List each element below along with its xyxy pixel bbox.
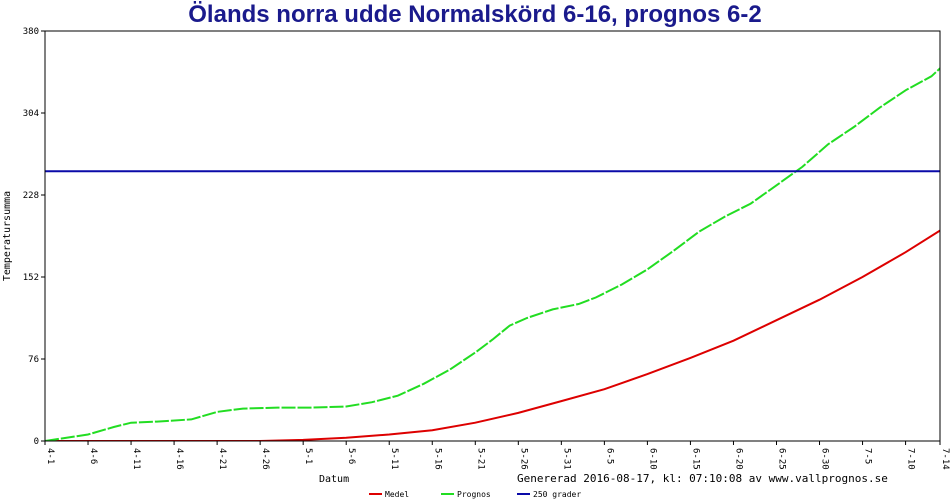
x-tick-label: 4-11: [131, 448, 141, 470]
x-tick-label: 5-16: [432, 448, 442, 470]
chart-title: Ölands norra udde Normalskörd 6-16, prog…: [188, 1, 762, 28]
x-tick-label: 4-1: [45, 448, 55, 464]
x-tick-label: 4-6: [88, 448, 98, 464]
plot-frame: [44, 30, 941, 442]
x-tick-label: 7-14: [940, 448, 950, 470]
x-tick-label: 7-10: [906, 448, 916, 470]
y-tick-label: 0: [34, 437, 39, 447]
ticks-layer: 0 76 152 228 304 380 4-1 4-6 4-11 4-16 4-21 4-26 5-1…: [23, 27, 950, 470]
x-tick-label: 5-31: [561, 448, 571, 470]
y-tick-label: 304: [23, 109, 39, 119]
x-tick-label: 5-26: [518, 448, 528, 470]
footer-text: Genererad 2016-08-17, kl: 07:10:08 av ww…: [517, 472, 888, 485]
y-axis-title: Temperatursumma: [2, 191, 13, 281]
series-line-medel: [45, 229, 940, 441]
legend-label: Prognos: [457, 490, 491, 499]
y-tick-label: 228: [23, 191, 39, 201]
legend-label: 250 grader: [533, 490, 581, 499]
legend: Medel Prognos 250 grader: [369, 490, 581, 499]
x-axis-title: Datum: [319, 474, 349, 485]
y-tick-label: 380: [23, 27, 39, 37]
y-tick-label: 76: [28, 355, 39, 365]
x-tick-label: 7-5: [863, 448, 873, 464]
series-layer: [45, 67, 940, 441]
x-tick-label: 5-11: [389, 448, 399, 470]
x-tick-label: 4-21: [217, 448, 227, 470]
y-tick-label: 152: [23, 273, 39, 283]
x-tick-label: 6-5: [604, 448, 614, 464]
x-tick-label: 6-10: [647, 448, 657, 470]
x-tick-label: 4-26: [260, 448, 270, 470]
x-tick-label: 6-20: [733, 448, 743, 470]
series-line-prognos: [45, 67, 940, 441]
x-tick-label: 4-16: [174, 448, 184, 470]
x-tick-label: 5-21: [475, 448, 485, 470]
x-tick-label: 5-6: [346, 448, 356, 464]
x-tick-label: 6-25: [776, 448, 786, 470]
x-tick-label: 6-30: [820, 448, 830, 470]
legend-label: Medel: [385, 490, 409, 499]
x-tick-label: 5-1: [303, 448, 313, 464]
x-tick-label: 6-15: [690, 448, 700, 470]
